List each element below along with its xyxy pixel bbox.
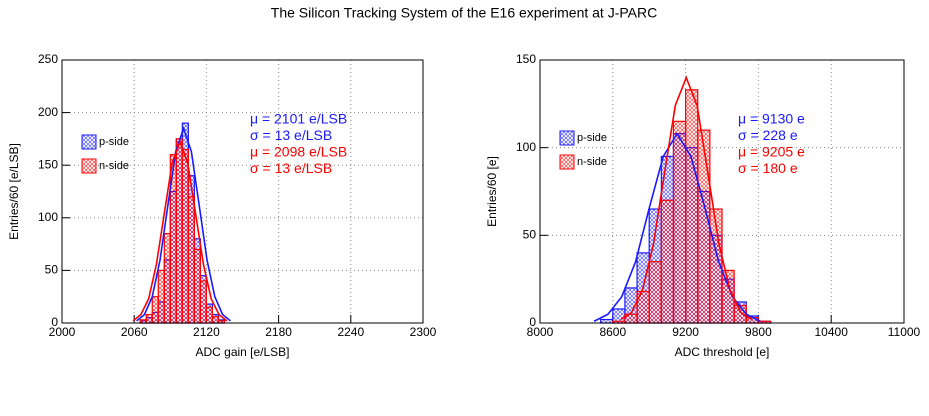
- legend-label: p-side: [577, 132, 607, 144]
- plot-frame: [539, 59, 905, 324]
- x-tick-label: 2300: [410, 325, 437, 339]
- histogram-bar: [157, 269, 165, 324]
- y-tick-label: 250: [38, 52, 58, 66]
- histogram-bar: [145, 313, 153, 324]
- y-tick-label: 100: [516, 140, 536, 154]
- histogram-bar: [600, 318, 614, 324]
- legend-swatch: [81, 158, 97, 174]
- histogram-bar: [660, 199, 675, 324]
- y-tick-label: 200: [38, 105, 58, 119]
- x-tick-label: 10400: [815, 325, 849, 339]
- annotation: μ = 2098 e/LSB: [250, 144, 347, 160]
- fit-curve: [620, 75, 753, 321]
- plot-frame: [61, 59, 424, 324]
- histogram-bar: [684, 89, 699, 324]
- x-tick-label: 9800: [745, 325, 772, 339]
- x-axis-label: ADC threshold [e]: [675, 345, 770, 359]
- histogram-bar: [151, 296, 159, 324]
- fit-curve: [132, 139, 228, 322]
- histogram-bar: [187, 196, 195, 324]
- histogram-bar: [163, 232, 171, 324]
- x-tick-label: 9200: [672, 325, 699, 339]
- legend-label: n-side: [99, 160, 129, 172]
- histogram-bar: [199, 280, 207, 324]
- annotation: σ = 228 e: [738, 127, 798, 143]
- annotation: σ = 13 e/LSB: [250, 127, 332, 143]
- annotation: μ = 9130 e: [738, 111, 805, 127]
- annotation: σ = 180 e: [738, 160, 798, 176]
- y-tick-label: 50: [523, 228, 537, 242]
- y-tick-label: 150: [38, 157, 58, 171]
- histogram-bar: [745, 317, 759, 324]
- annotation: μ = 9205 e: [738, 144, 805, 160]
- annotation: μ = 2101 e/LSB: [250, 111, 347, 127]
- x-axis-label: ADC gain [e/LSB]: [195, 345, 289, 359]
- x-tick-label: 11000: [888, 325, 921, 339]
- figure-title: The Silicon Tracking System of the E16 e…: [271, 5, 657, 21]
- x-tick-label: 2060: [121, 325, 148, 339]
- legend-label: p-side: [99, 136, 129, 148]
- annotation: σ = 13 e/LSB: [250, 160, 332, 176]
- fit-curve: [136, 125, 231, 322]
- legend-swatch: [559, 130, 575, 146]
- x-tick-label: 2180: [265, 325, 292, 339]
- y-tick-label: 100: [38, 210, 58, 224]
- y-axis-label: Entries/60 [e]: [485, 156, 499, 227]
- x-tick-label: 2240: [337, 325, 364, 339]
- x-tick-label: 8600: [599, 325, 626, 339]
- histogram-bar: [205, 306, 214, 324]
- y-tick-label: 0: [51, 315, 58, 329]
- y-tick-label: 0: [529, 315, 536, 329]
- x-tick-label: 2120: [193, 325, 220, 339]
- histogram-bar: [193, 248, 201, 324]
- y-tick-label: 150: [516, 52, 536, 66]
- histogram-bar: [697, 129, 711, 324]
- histogram-bar: [211, 316, 220, 324]
- y-axis-label: Entries/60 [e/LSB]: [7, 143, 21, 240]
- legend-label: n-side: [577, 156, 607, 168]
- x-tick-label: 2000: [49, 325, 76, 339]
- histogram-bar: [175, 138, 183, 324]
- legend-swatch: [81, 134, 97, 150]
- histogram-bar: [672, 120, 687, 324]
- histogram-bar: [648, 261, 662, 324]
- histogram-bar: [181, 148, 189, 324]
- x-tick-label: 8000: [527, 325, 554, 339]
- legend-swatch: [559, 154, 575, 170]
- y-tick-label: 50: [45, 263, 59, 277]
